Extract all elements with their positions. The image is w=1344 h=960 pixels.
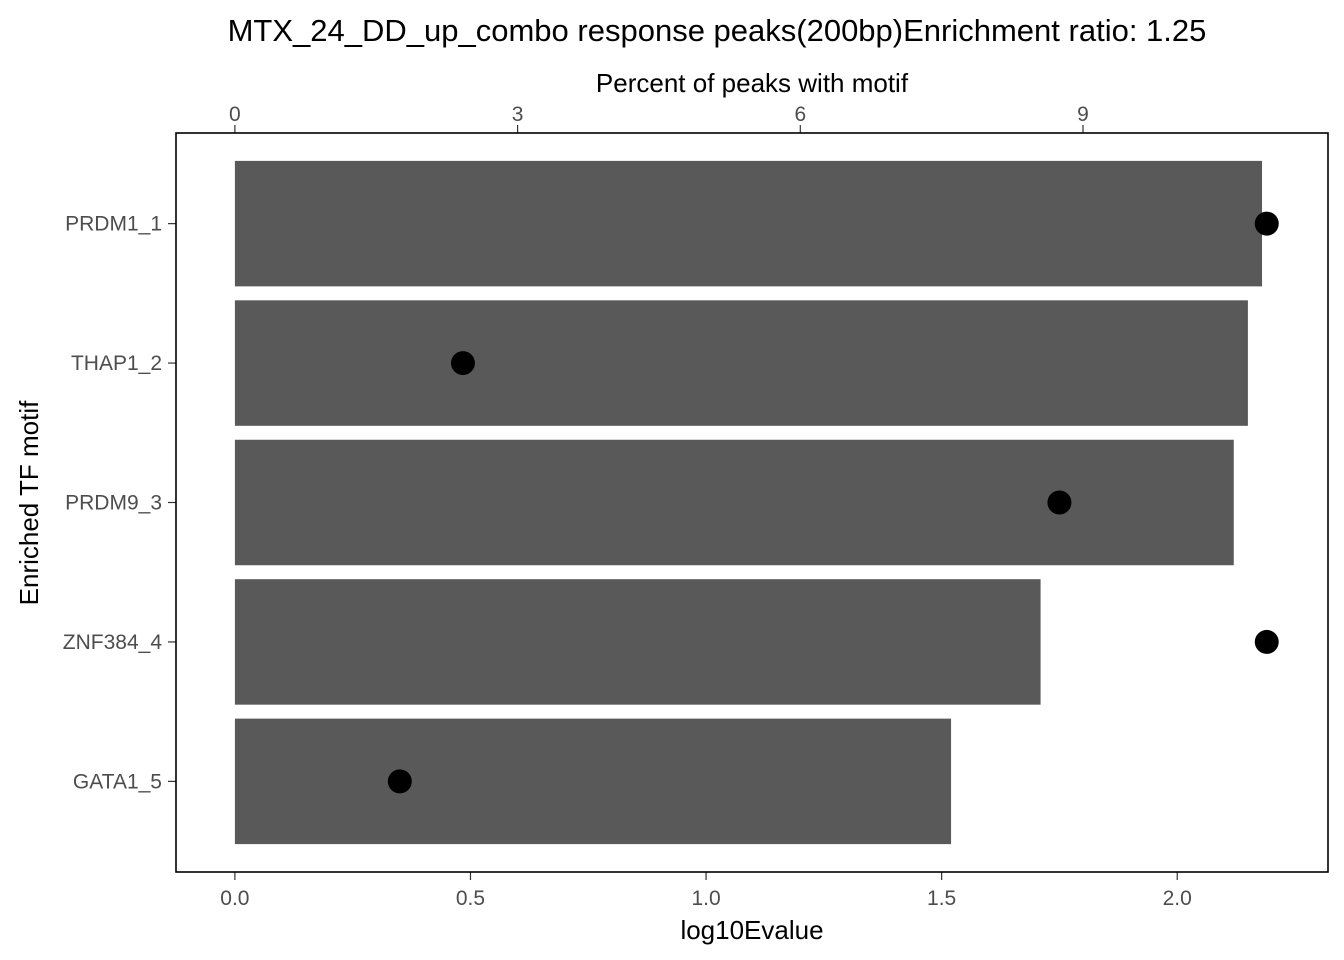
bottom-x-tick-label: 1.0 [691, 887, 720, 910]
y-tick-label: ZNF384_4 [63, 631, 163, 654]
bottom-axis-title: log10Evalue [680, 915, 823, 945]
top-x-tick-label: 6 [794, 103, 806, 126]
point-prdm9-3 [1047, 490, 1072, 515]
y-tick-label: GATA1_5 [73, 770, 162, 793]
bar-prdm9-3 [234, 439, 1234, 566]
bottom-x-tick-label: 0.5 [456, 887, 485, 910]
y-tick-label: PRDM9_3 [65, 492, 162, 515]
top-x-tick-label: 3 [512, 103, 524, 126]
point-prdm1-1 [1254, 211, 1279, 236]
plot-frame [175, 132, 1329, 873]
y-tick-label: THAP1_2 [71, 352, 162, 375]
bar-thap1-2 [234, 300, 1248, 426]
axes-layer: PRDM1_1 THAP1_2 PRDM9_3 ZNF384_4 GATA1_5 0.0 0… [63, 103, 1192, 910]
points-layer [387, 211, 1279, 794]
top-x-tick-label: 0 [229, 103, 241, 126]
y-tick-label: PRDM1_1 [65, 213, 162, 236]
point-znf384-4 [1254, 629, 1279, 654]
top-x-tick-label: 9 [1077, 103, 1089, 126]
bar-prdm1-1 [234, 160, 1263, 287]
bottom-x-tick-label: 2.0 [1163, 887, 1192, 910]
bottom-x-tick-label: 0.0 [220, 887, 249, 910]
top-axis-title: Percent of peaks with motif [596, 68, 909, 98]
bar-znf384-4 [234, 579, 1041, 705]
bars-layer [234, 160, 1263, 845]
bar-gata1-5 [234, 718, 952, 845]
chart-title: MTX_24_DD_up_combo response peaks(200bp)… [228, 13, 1207, 48]
y-axis-title: Enriched TF motif [14, 400, 44, 605]
point-thap1-2 [450, 351, 475, 376]
point-gata1-5 [387, 769, 412, 794]
bottom-x-tick-label: 1.5 [927, 887, 956, 910]
